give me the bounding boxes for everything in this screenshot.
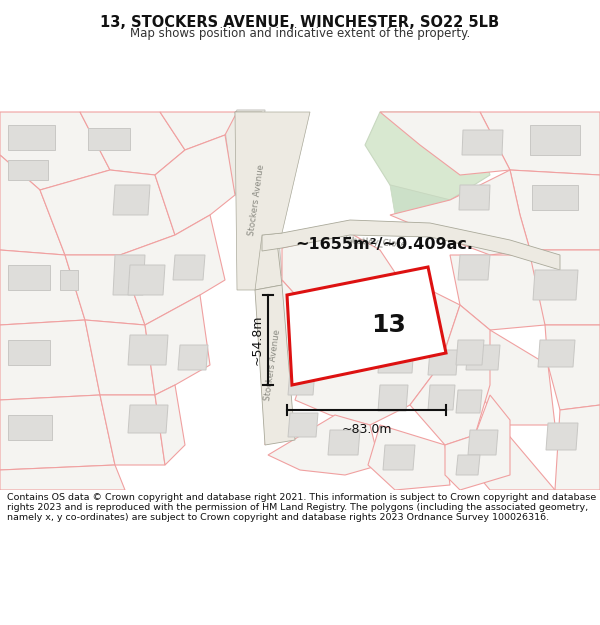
Polygon shape xyxy=(0,395,115,470)
Polygon shape xyxy=(8,340,50,365)
Polygon shape xyxy=(480,112,600,175)
Polygon shape xyxy=(0,155,65,255)
Polygon shape xyxy=(145,295,210,395)
Polygon shape xyxy=(328,430,360,455)
Polygon shape xyxy=(466,345,500,370)
Polygon shape xyxy=(287,267,446,385)
Text: Westley_Close: Westley_Close xyxy=(345,236,407,249)
Polygon shape xyxy=(288,325,322,350)
Text: Map shows position and indicative extent of the property.: Map shows position and indicative extent… xyxy=(130,27,470,39)
Polygon shape xyxy=(465,425,555,490)
Polygon shape xyxy=(128,335,168,365)
Polygon shape xyxy=(113,255,145,295)
Polygon shape xyxy=(468,430,498,455)
Text: 13: 13 xyxy=(371,313,406,337)
Polygon shape xyxy=(288,413,318,437)
Polygon shape xyxy=(456,340,484,365)
Polygon shape xyxy=(128,405,168,433)
Polygon shape xyxy=(428,385,455,410)
Polygon shape xyxy=(80,112,185,175)
Polygon shape xyxy=(8,160,48,180)
Polygon shape xyxy=(155,135,235,235)
Polygon shape xyxy=(262,220,560,270)
Polygon shape xyxy=(456,390,482,413)
Polygon shape xyxy=(390,170,530,255)
Polygon shape xyxy=(458,255,490,280)
Polygon shape xyxy=(255,285,295,445)
Polygon shape xyxy=(65,255,145,325)
Polygon shape xyxy=(60,270,78,290)
Polygon shape xyxy=(538,340,575,367)
Polygon shape xyxy=(0,320,100,400)
Polygon shape xyxy=(533,270,578,300)
Polygon shape xyxy=(545,325,600,410)
Polygon shape xyxy=(40,170,175,255)
Text: ~1655m²/~0.409ac.: ~1655m²/~0.409ac. xyxy=(295,238,473,252)
Polygon shape xyxy=(520,250,600,325)
Polygon shape xyxy=(8,265,50,290)
Polygon shape xyxy=(532,185,578,210)
Polygon shape xyxy=(456,455,480,475)
Polygon shape xyxy=(268,415,380,475)
Polygon shape xyxy=(378,385,408,411)
Polygon shape xyxy=(368,425,450,490)
Polygon shape xyxy=(235,112,310,290)
Polygon shape xyxy=(459,185,490,210)
Polygon shape xyxy=(378,345,414,373)
Polygon shape xyxy=(328,325,365,353)
Polygon shape xyxy=(295,280,460,425)
Text: Stockers Avenue: Stockers Avenue xyxy=(263,329,283,401)
Polygon shape xyxy=(450,255,545,330)
Polygon shape xyxy=(475,330,555,425)
Polygon shape xyxy=(530,125,580,155)
Text: Stockers Avenue: Stockers Avenue xyxy=(248,164,266,236)
Polygon shape xyxy=(173,255,205,280)
Polygon shape xyxy=(155,385,185,465)
Polygon shape xyxy=(113,185,150,215)
Polygon shape xyxy=(225,110,282,280)
Polygon shape xyxy=(100,395,165,465)
Polygon shape xyxy=(510,170,600,250)
Polygon shape xyxy=(428,350,458,375)
Polygon shape xyxy=(8,125,55,150)
Polygon shape xyxy=(128,265,165,295)
Polygon shape xyxy=(390,185,450,225)
Text: ~83.0m: ~83.0m xyxy=(341,423,392,436)
Polygon shape xyxy=(383,445,415,470)
Polygon shape xyxy=(88,128,130,150)
Text: Contains OS data © Crown copyright and database right 2021. This information is : Contains OS data © Crown copyright and d… xyxy=(7,492,596,522)
Polygon shape xyxy=(85,320,155,395)
Polygon shape xyxy=(555,405,600,490)
Polygon shape xyxy=(8,415,52,440)
Polygon shape xyxy=(160,112,237,150)
Polygon shape xyxy=(546,423,578,450)
Polygon shape xyxy=(380,112,510,175)
Polygon shape xyxy=(0,250,85,325)
Polygon shape xyxy=(120,215,225,325)
Polygon shape xyxy=(265,280,310,445)
Polygon shape xyxy=(288,370,315,395)
Text: ~54.8m: ~54.8m xyxy=(251,315,264,365)
Polygon shape xyxy=(282,233,400,300)
Text: 13, STOCKERS AVENUE, WINCHESTER, SO22 5LB: 13, STOCKERS AVENUE, WINCHESTER, SO22 5L… xyxy=(100,16,500,31)
Polygon shape xyxy=(178,345,208,370)
Polygon shape xyxy=(0,112,110,190)
Polygon shape xyxy=(462,130,503,155)
Polygon shape xyxy=(445,395,510,490)
Polygon shape xyxy=(365,112,490,200)
Polygon shape xyxy=(235,112,282,290)
Polygon shape xyxy=(410,305,490,445)
Polygon shape xyxy=(0,465,125,490)
